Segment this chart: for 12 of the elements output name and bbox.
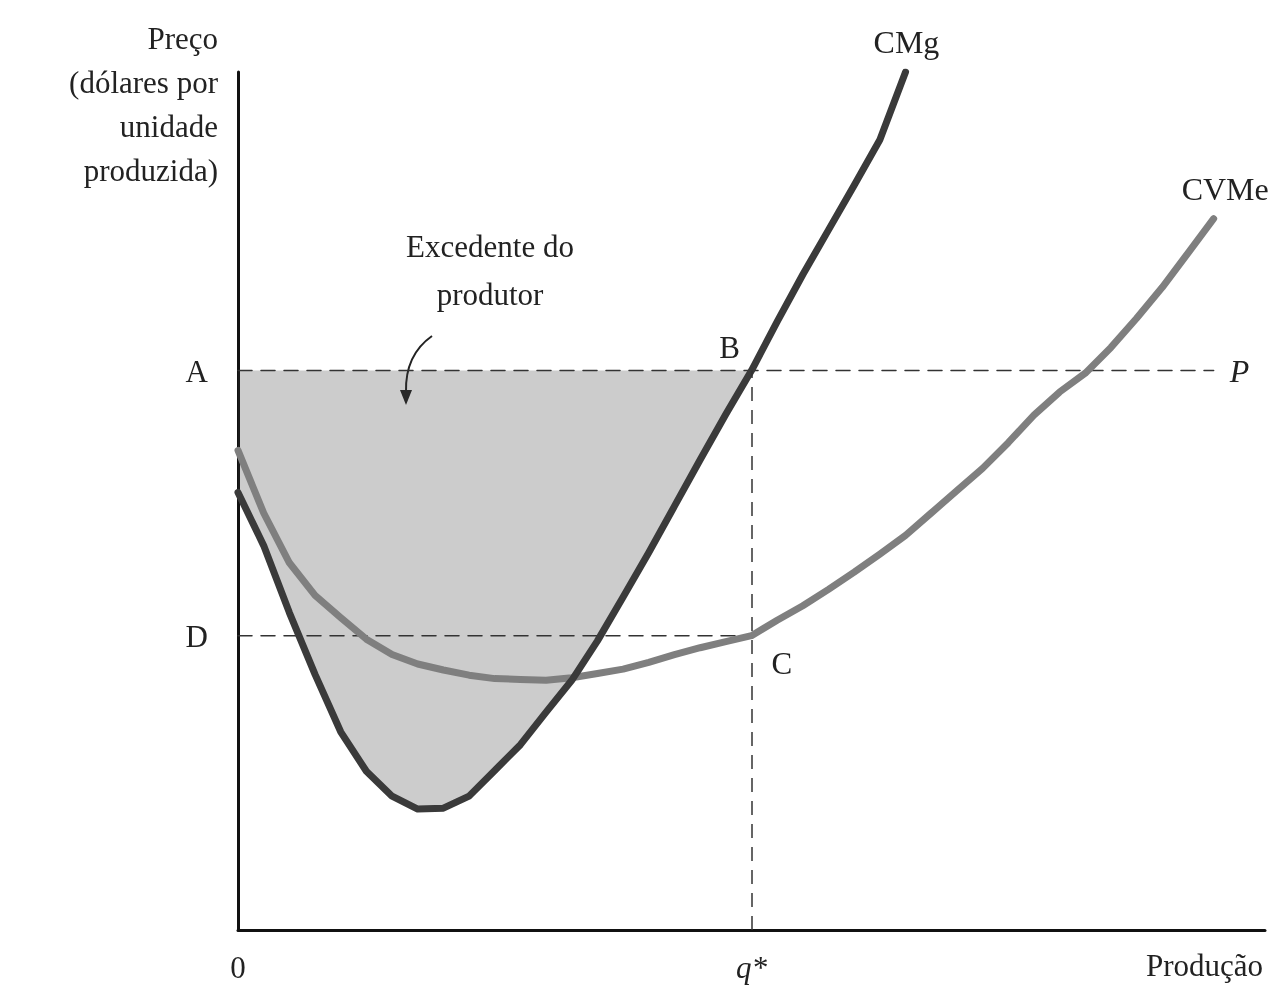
series-label: CVMe — [1181, 170, 1269, 207]
series-label: P — [1228, 352, 1250, 389]
annotation: C — [771, 645, 793, 681]
y-axis-title: Preço (dólares por unidade produzida) — [69, 20, 219, 188]
series-label: CMg — [873, 24, 940, 60]
text: D — [185, 618, 208, 654]
x-tick-label: 0 — [230, 950, 246, 985]
x-axis-title: Produção — [1145, 948, 1264, 983]
annotation: B — [719, 329, 740, 365]
annotation: Excedente do produtor — [406, 228, 574, 312]
text: A — [185, 353, 209, 389]
x-tick-label: q* — [736, 950, 768, 985]
